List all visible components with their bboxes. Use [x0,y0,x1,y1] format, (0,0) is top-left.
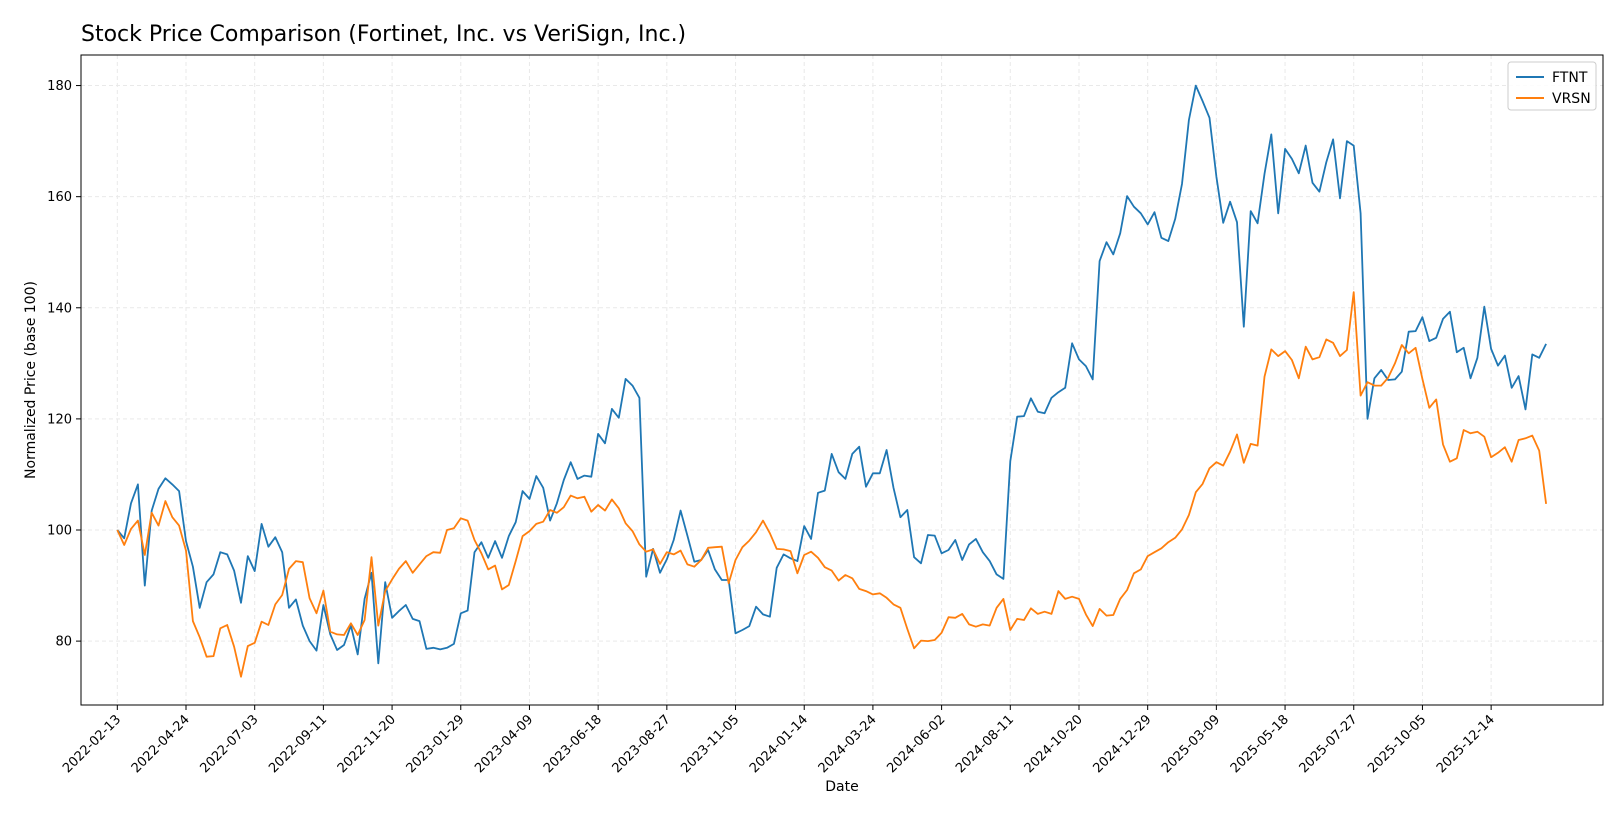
y-tick-label: 120 [47,412,72,427]
series-layer [116,84,1547,678]
legend-label-vrsn: VRSN [1552,91,1591,107]
y-axis-label: Normalized Price (base 100) [23,281,39,479]
x-axis-label: Date [825,779,858,795]
y-axis: 80 100 120 140 160 180 [47,79,81,650]
series-line-ftnt [116,84,1547,665]
y-tick-label: 100 [47,524,72,539]
y-tick-label: 140 [47,301,72,316]
y-tick-label: 180 [47,79,72,94]
plot-frame [80,54,1604,706]
legend: FTNT VRSN [1507,61,1597,111]
grid [81,55,1603,705]
series-line-vrsn [116,291,1547,678]
y-tick-label: 160 [47,190,72,205]
chart-title: Stock Price Comparison (Fortinet, Inc. v… [81,22,686,47]
legend-label-ftnt: FTNT [1552,70,1588,86]
y-tick-label: 80 [55,635,72,650]
